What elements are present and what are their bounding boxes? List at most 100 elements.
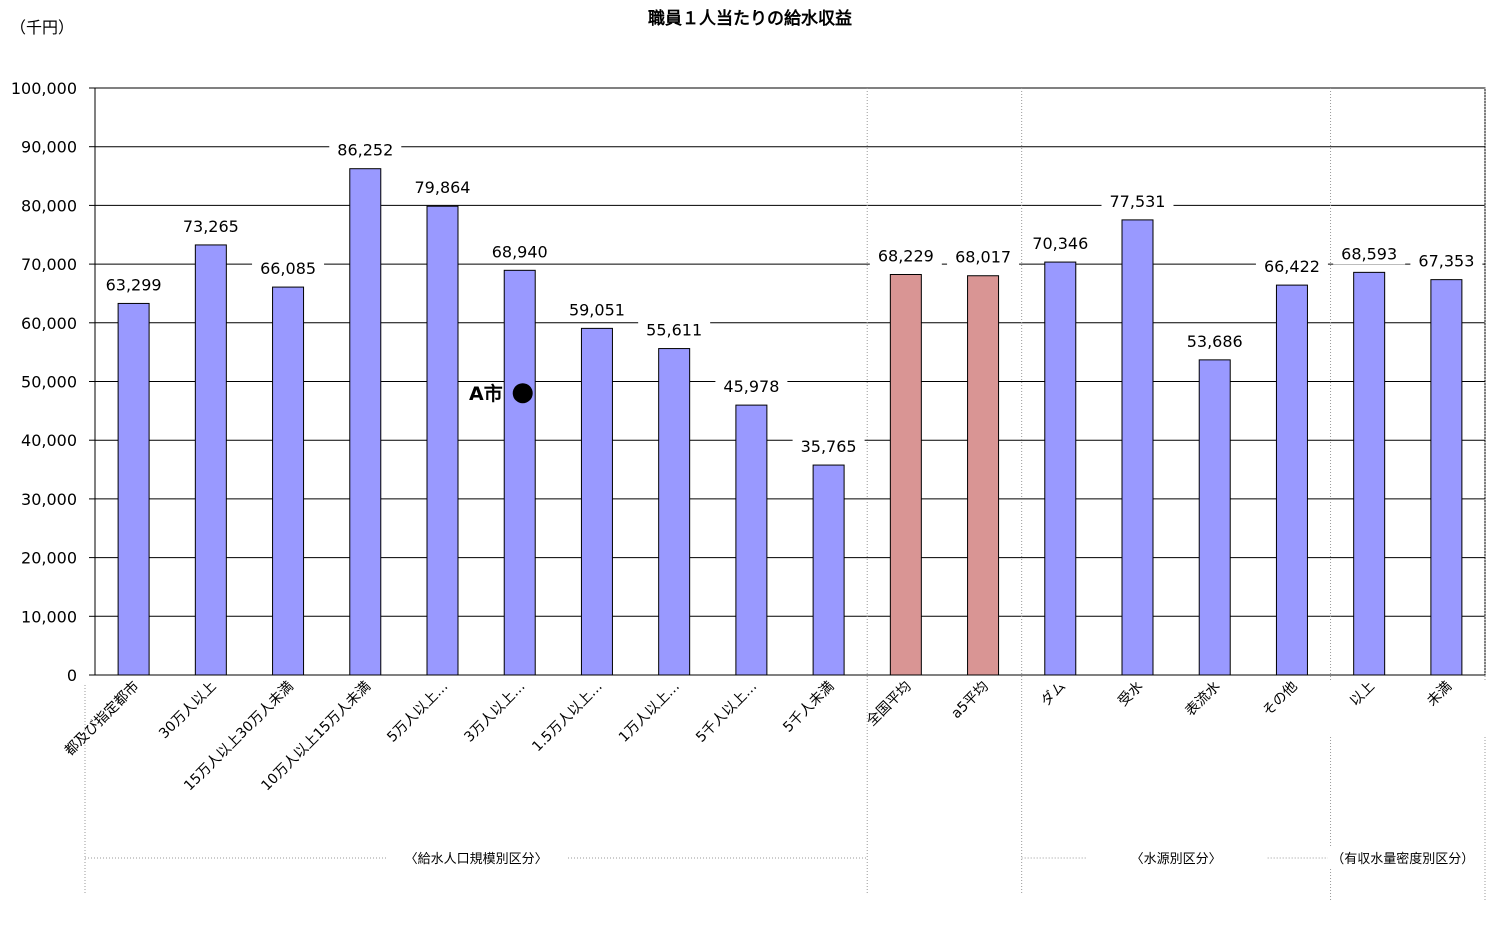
x-tick-label: 全国平均 <box>863 678 915 730</box>
annotation-marker <box>512 383 533 404</box>
bars <box>117 168 1463 676</box>
data-label-bg <box>1255 256 1328 278</box>
y-tick-label: 40,000 <box>21 431 77 450</box>
x-tick-label: 1.5万人以上… <box>529 679 606 756</box>
data-label: 45,978 <box>723 377 779 396</box>
x-tick-label: 以上 <box>1347 679 1378 710</box>
bar-4 <box>426 205 459 676</box>
data-label-bg <box>1101 190 1174 212</box>
x-tick-label: 5千人未満 <box>780 679 837 736</box>
bar-6 <box>580 327 613 676</box>
unit-label: （千円） <box>10 18 74 37</box>
data-label-bg <box>1024 233 1097 255</box>
group-label: （有収水量密度別区分） <box>1331 851 1474 867</box>
data-label-bg <box>1410 250 1483 272</box>
data-labels: 63,299 73,265 66,085 86,252 79,864 68,940 59,0… <box>97 139 1483 458</box>
annotation-label: A市 <box>469 382 503 405</box>
group-label-bg <box>386 848 567 868</box>
x-tick-label: 1万人以上… <box>616 679 683 746</box>
data-label: 68,593 <box>1341 244 1397 263</box>
group-label-bg <box>1327 848 1478 868</box>
data-label: 59,051 <box>569 300 625 319</box>
y-tick-label: 80,000 <box>21 196 77 215</box>
bar-11 <box>967 275 1000 676</box>
x-tick-label: 受水 <box>1115 679 1146 710</box>
data-label: 53,686 <box>1187 332 1243 351</box>
bar-7 <box>658 348 691 676</box>
x-tick-label: 3万人以上… <box>461 679 528 746</box>
bar-0 <box>117 302 150 676</box>
data-label-bg <box>1178 330 1251 352</box>
data-label-bg <box>715 376 788 398</box>
y-tick-labels: 0 10,000 20,000 30,000 40,000 50,000 60,000 70,… <box>11 79 77 685</box>
bar-10 <box>889 273 922 676</box>
chart-title: 職員１人当たりの給水収益 <box>648 8 852 29</box>
data-label: 67,353 <box>1418 252 1474 271</box>
annotation: A市 <box>469 382 533 405</box>
data-label: 77,531 <box>1110 192 1166 211</box>
data-label: 66,422 <box>1264 257 1320 276</box>
y-tick-label: 10,000 <box>21 607 77 626</box>
bar-12 <box>1044 261 1077 676</box>
bar-8 <box>735 404 768 676</box>
data-label-bg <box>406 177 479 199</box>
bar-2 <box>272 286 305 676</box>
x-tick-label: 都及び指定都市 <box>61 678 142 759</box>
y-tick-label: 30,000 <box>21 490 77 509</box>
data-label: 35,765 <box>801 437 857 456</box>
y-tick-label: 90,000 <box>21 138 77 157</box>
group-label: 〈水源別区分〉 <box>1131 852 1222 867</box>
bar-14 <box>1198 359 1231 676</box>
y-tick-label: 60,000 <box>21 314 77 333</box>
y-tick-label: 50,000 <box>21 373 77 392</box>
data-label-bg <box>1333 243 1406 265</box>
y-tick-label: 100,000 <box>11 79 77 98</box>
data-label-bg <box>329 139 402 161</box>
group-separators <box>84 88 1486 900</box>
x-tick-label: ダム <box>1038 679 1069 710</box>
bar-15 <box>1275 284 1308 676</box>
bar-13 <box>1121 219 1154 676</box>
bar-3 <box>349 168 382 676</box>
x-tick-label: 5千人以上… <box>693 679 760 746</box>
data-label-bg <box>560 299 633 321</box>
x-tick-label: 表流水 <box>1183 679 1224 720</box>
data-label-bg <box>947 246 1020 268</box>
data-label: 68,229 <box>878 246 934 265</box>
group-labels: 〈給水人口規模別区分〉 〈水源別区分〉 （有収水量密度別区分） <box>85 848 1478 868</box>
bar-17 <box>1430 279 1463 676</box>
x-tick-label: a5平均 <box>948 679 991 722</box>
data-label: 86,252 <box>337 141 393 160</box>
data-label: 68,017 <box>955 248 1011 267</box>
bar-16 <box>1353 271 1386 676</box>
data-label-bg <box>483 241 556 263</box>
data-label: 73,265 <box>183 217 239 236</box>
x-tick-label: その他 <box>1260 679 1301 720</box>
group-label-bg <box>1086 848 1267 868</box>
bar-9 <box>812 464 845 676</box>
x-tick-label: 5万人以上… <box>384 679 451 746</box>
data-label-bg <box>252 258 325 280</box>
grid-lines <box>89 87 1486 676</box>
data-label: 68,940 <box>492 242 548 261</box>
y-tick-label: 70,000 <box>21 255 77 274</box>
bar-5 <box>503 269 536 676</box>
data-label-bg <box>869 245 942 267</box>
data-label: 70,346 <box>1032 234 1088 253</box>
data-label: 55,611 <box>646 321 702 340</box>
data-label: 63,299 <box>106 275 162 294</box>
data-label-bg <box>97 274 170 296</box>
data-label-bg <box>638 319 711 341</box>
y-tick-label: 0 <box>67 666 77 685</box>
data-label-bg <box>792 436 865 458</box>
bar-1 <box>194 244 227 676</box>
x-tick-label: 未満 <box>1424 679 1455 710</box>
x-tick-label: 30万人以上 <box>156 679 220 743</box>
y-tick-label: 20,000 <box>21 549 77 568</box>
data-label: 66,085 <box>260 259 316 278</box>
data-label: 79,864 <box>415 178 471 197</box>
group-label: 〈給水人口規模別区分〉 <box>405 852 548 867</box>
